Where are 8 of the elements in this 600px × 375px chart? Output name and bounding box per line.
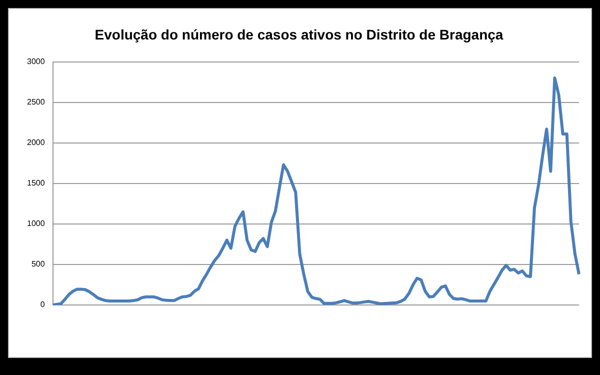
y-tick-label: 2500 [27, 98, 46, 107]
y-tick-label: 3000 [27, 57, 46, 66]
y-tick-label: 0 [40, 300, 46, 310]
y-tick-label: 2000 [27, 138, 46, 148]
y-tick-label: 1000 [27, 219, 46, 228]
y-tick-label: 500 [31, 260, 46, 269]
y-tick-label: 1500 [27, 178, 46, 188]
chart-title: Evolução do número de casos ativos no Distrito de Bragança [94, 26, 504, 42]
